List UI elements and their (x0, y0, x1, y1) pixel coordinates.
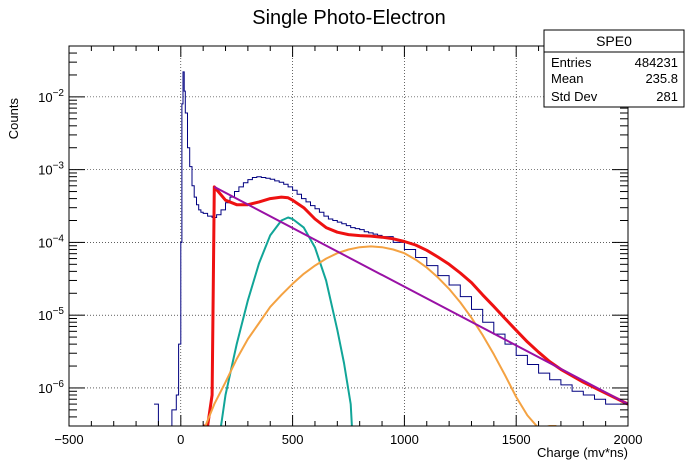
y-tick-base: 10 (38, 235, 52, 250)
y-tick-base: 10 (38, 308, 52, 323)
y-tick-label: 10−3 (38, 161, 64, 178)
series-fit-background-line (213, 186, 628, 405)
series-fit-total-line (203, 185, 628, 426)
series-fit-secondary-line (204, 245, 557, 426)
series-histogram-line (154, 71, 628, 426)
plot-frame (68, 45, 629, 427)
x-axis-label: Charge (mv*ns) (537, 445, 628, 460)
y-axis-label: Counts (6, 98, 21, 140)
y-tick-label: 10−2 (38, 88, 64, 105)
stats-stddev-value: 281 (656, 89, 678, 104)
x-axis: −500 0 500 1000 1500 2000 (54, 46, 642, 447)
x-tick-label: 1000 (390, 432, 419, 447)
x-tick-label: 2000 (614, 432, 643, 447)
chart-title: Single Photo-Electron (252, 7, 445, 29)
y-tick-base: 10 (38, 90, 52, 105)
stats-entries-label: Entries (551, 55, 592, 70)
x-tick-label: 500 (282, 432, 304, 447)
y-tick-label: 10−4 (38, 233, 64, 250)
y-tick-exponent: −5 (53, 306, 65, 317)
stats-box-title: SPE0 (596, 33, 632, 49)
y-tick-exponent: −2 (53, 88, 65, 99)
series-fit-gaussian-line (220, 216, 353, 426)
series-group (154, 71, 628, 426)
y-tick-exponent: −3 (53, 161, 65, 172)
stats-mean-label: Mean (551, 71, 584, 86)
stats-stddev-label: Std Dev (551, 89, 598, 104)
stats-entries-value: 484231 (635, 55, 678, 70)
stats-box-frame (543, 29, 685, 108)
y-axis: 10−610−510−410−310−2 (38, 45, 628, 427)
x-tick-label: 1500 (502, 432, 531, 447)
y-tick-base: 10 (38, 163, 52, 178)
x-tick-label: −500 (54, 432, 83, 447)
stats-box: SPE0 Entries 484231 Mean 235.8 Std Dev 2… (543, 29, 685, 108)
x-tick-label: 0 (177, 432, 184, 447)
y-tick-exponent: −6 (53, 379, 65, 390)
y-tick-label: 10−6 (38, 379, 64, 396)
stats-mean-value: 235.8 (645, 71, 678, 86)
y-tick-label: 10−5 (38, 306, 64, 323)
y-tick-exponent: −4 (53, 233, 65, 244)
y-tick-base: 10 (38, 381, 52, 396)
